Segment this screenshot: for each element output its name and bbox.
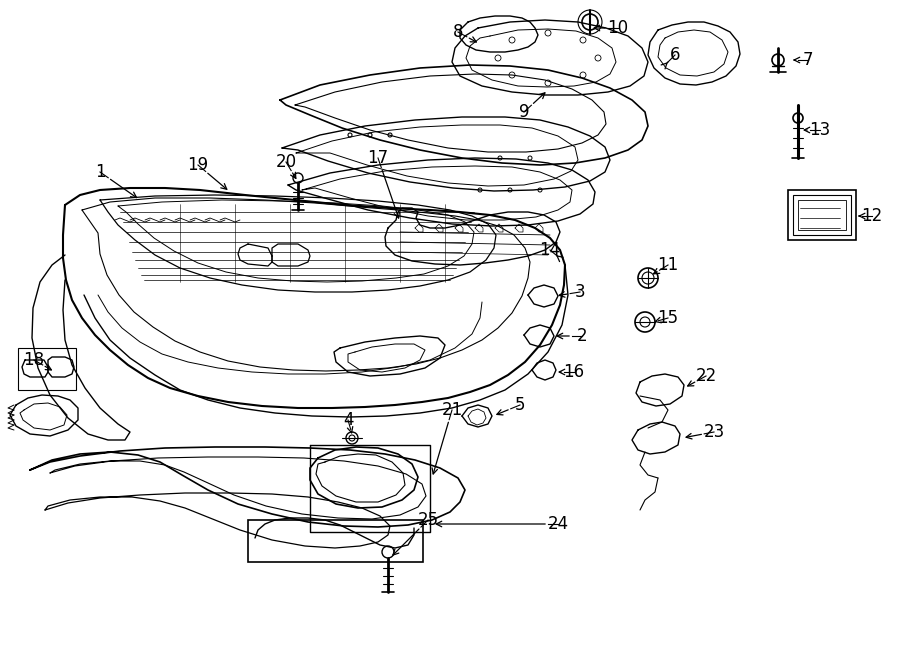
Text: 19: 19 <box>187 156 209 174</box>
Text: 21: 21 <box>441 401 463 419</box>
Text: 13: 13 <box>809 121 831 139</box>
Text: 24: 24 <box>547 515 569 533</box>
Bar <box>18 348 76 390</box>
Text: 12: 12 <box>861 207 883 225</box>
Text: 4: 4 <box>343 411 353 429</box>
Text: 17: 17 <box>367 149 389 167</box>
Bar <box>798 200 846 230</box>
Text: 9: 9 <box>518 103 529 121</box>
Text: 11: 11 <box>657 256 679 274</box>
Text: 5: 5 <box>515 396 526 414</box>
Text: 23: 23 <box>704 423 725 441</box>
Text: 15: 15 <box>657 309 679 327</box>
Text: 14: 14 <box>539 241 561 259</box>
Bar <box>793 195 851 235</box>
Text: 10: 10 <box>608 19 628 37</box>
Text: 2: 2 <box>577 327 588 345</box>
Text: 7: 7 <box>803 51 814 69</box>
Text: 25: 25 <box>418 511 438 529</box>
Text: 22: 22 <box>696 367 716 385</box>
Text: 1: 1 <box>94 163 105 181</box>
Bar <box>788 190 856 240</box>
Text: 3: 3 <box>575 283 585 301</box>
Text: 18: 18 <box>23 351 45 369</box>
Text: 8: 8 <box>453 23 464 41</box>
Bar <box>248 520 423 562</box>
Text: 16: 16 <box>563 363 585 381</box>
Text: 20: 20 <box>275 153 297 171</box>
Text: 6: 6 <box>670 46 680 64</box>
